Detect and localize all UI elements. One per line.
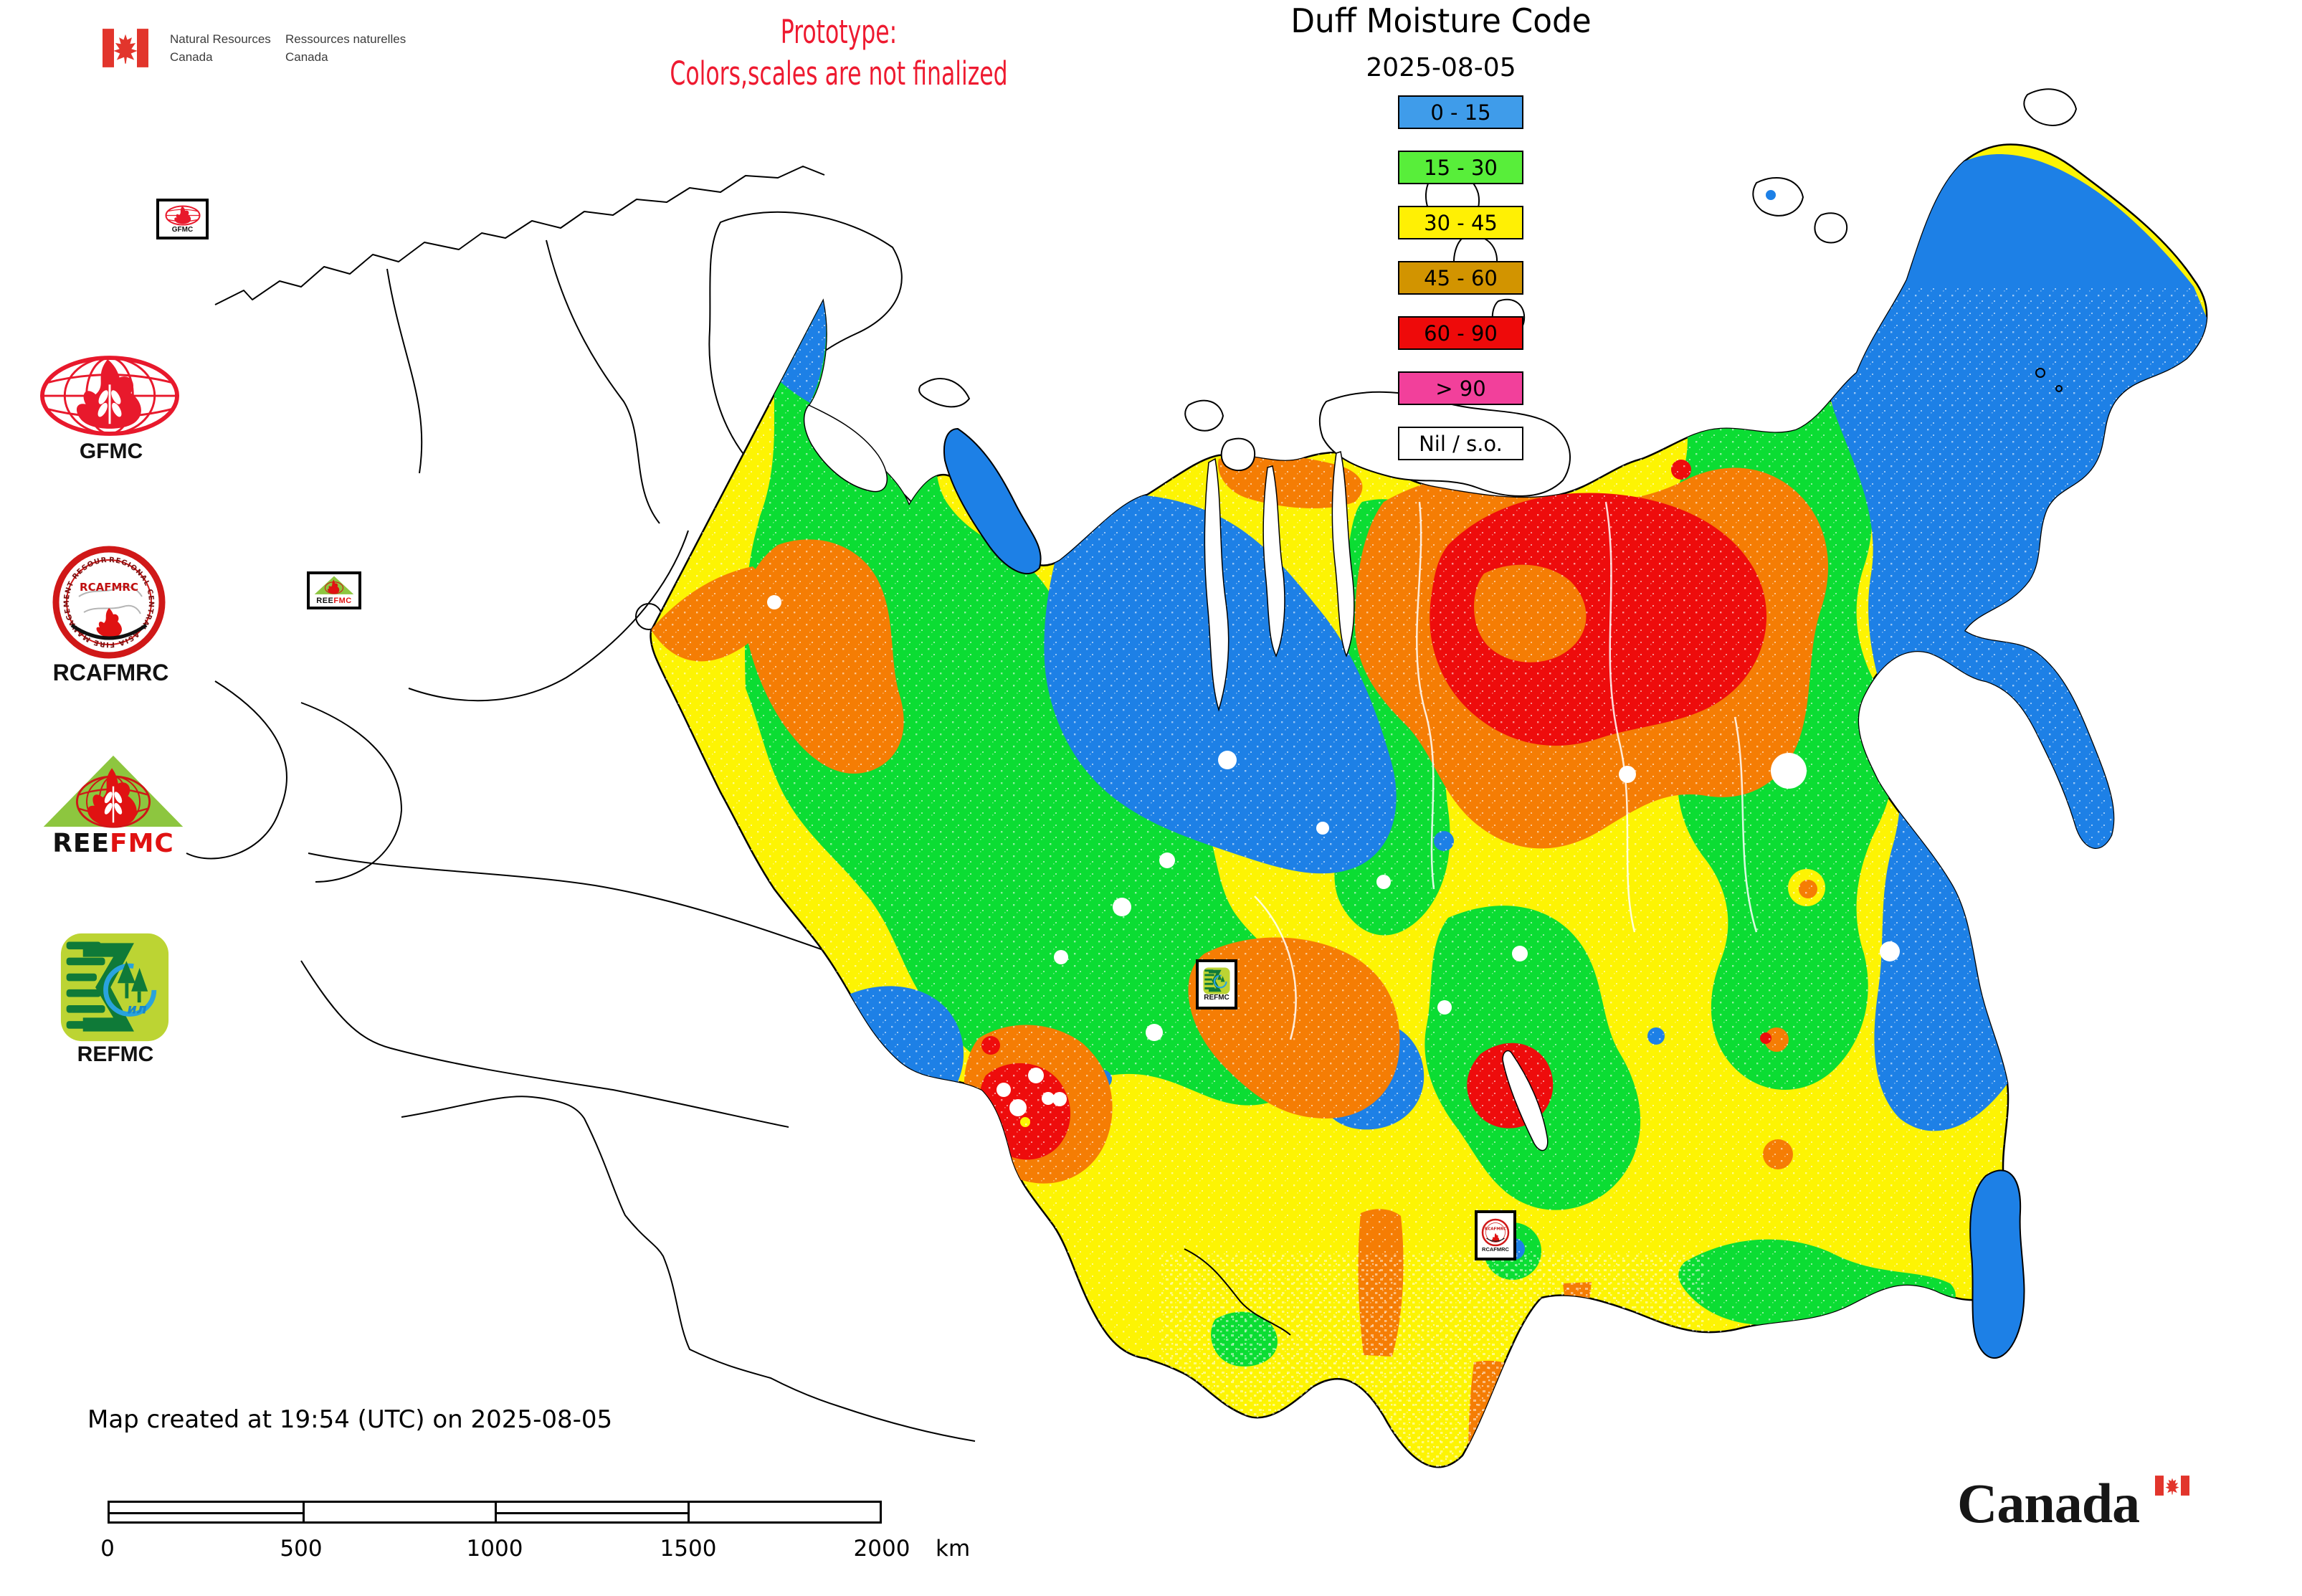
legend-label: Nil / s.o. xyxy=(1419,431,1503,456)
legend-label: 30 - 45 xyxy=(1424,210,1498,235)
refmc-marker-label: REFMC xyxy=(1204,994,1230,1002)
rcafmrc-logo-icon: REGIONAL CENTRAL ASIA FIRE MANAGEMENT RE… xyxy=(52,545,166,659)
legend-label: 0 - 15 xyxy=(1430,100,1491,125)
scale-bar-segment xyxy=(495,1503,688,1521)
scalebar-tick: 500 xyxy=(280,1536,323,1562)
scale-bar-segment xyxy=(687,1503,880,1521)
legend-item: > 90 xyxy=(1398,371,1523,405)
legend-item: 15 - 30 xyxy=(1398,151,1523,184)
dept-en-line2: Canada xyxy=(170,50,213,64)
dept-fr-line1: Ressources naturelles xyxy=(285,32,406,46)
dept-fr-line2: Canada xyxy=(285,50,328,64)
legend-label: 60 - 90 xyxy=(1424,320,1498,346)
legend: 0 - 15 15 - 30 30 - 45 45 - 60 60 - 90 > 90 Ni… xyxy=(1398,95,1523,482)
reefmc-marker-red: FMC xyxy=(333,597,352,605)
scalebar-labels: km 0 500 1000 1500 2000 xyxy=(100,1536,1040,1564)
scale-bar-segment xyxy=(110,1503,303,1521)
dept-en-line1: Natural Resources xyxy=(170,32,271,46)
legend-item: 30 - 45 xyxy=(1398,206,1523,239)
legend-label: 45 - 60 xyxy=(1424,265,1498,290)
reefmc-marker-label: REEFMC xyxy=(316,597,351,605)
rcafmrc-marker-icon: RCAFMRC xyxy=(1481,1219,1510,1247)
prototype-notice-line2: Colors,scales are not finalized xyxy=(670,54,1008,92)
nil-water-features xyxy=(767,391,2065,1151)
legend-item: Nil / s.o. xyxy=(1398,427,1523,460)
created-timestamp: Map created at 19:54 (UTC) on 2025-08-05 xyxy=(87,1405,613,1434)
scale-bar-segment xyxy=(302,1503,495,1521)
svg-text:REEFMC: REEFMC xyxy=(52,829,174,858)
map-marker-refmc: REFMC xyxy=(1196,959,1237,1010)
canada-wordmark: Canada xyxy=(1957,1471,2201,1550)
legend-label: > 90 xyxy=(1435,376,1486,401)
map-marker-rcafmrc: RCAFMRC RCAFMRC xyxy=(1475,1210,1516,1260)
svg-text:RCAFMRC: RCAFMRC xyxy=(1485,1227,1506,1232)
scalebar-unit: km xyxy=(936,1536,971,1562)
refmc-badge-text: ил xyxy=(127,1001,147,1017)
gfmc-logo-icon xyxy=(39,356,180,436)
rcafmrc-label: RCAFMRC xyxy=(52,660,169,685)
reefmc-wordmark-black: REE xyxy=(52,829,110,858)
dept-name-en: Natural Resources Canada xyxy=(170,30,271,66)
reefmc-logo-icon: REEFMC xyxy=(43,755,184,858)
scalebar-tick: 1500 xyxy=(660,1536,717,1562)
scale-bar xyxy=(108,1501,882,1524)
legend-item: 45 - 60 xyxy=(1398,261,1523,295)
canada-wordmark-flag-icon xyxy=(2155,1476,2189,1496)
map-marker-reefmc: REEFMC xyxy=(307,571,361,609)
reefmc-marker-black: REE xyxy=(316,597,334,605)
map-marker-gfmc: GFMC xyxy=(156,199,209,239)
canada-flag-icon xyxy=(103,29,148,67)
refmc-logo-icon: ил xyxy=(60,933,169,1042)
legend-item: 60 - 90 xyxy=(1398,316,1523,350)
refmc-marker-icon xyxy=(1203,967,1230,994)
gfmc-label: GFMC xyxy=(79,440,143,463)
reefmc-wordmark-red: FMC xyxy=(110,829,174,858)
logo-gfmc: GFMC xyxy=(39,355,183,464)
legend-label: 15 - 30 xyxy=(1424,155,1498,180)
scalebar-tick: 2000 xyxy=(853,1536,910,1562)
logo-rcafmrc: REGIONAL CENTRAL ASIA FIRE MANAGEMENT RE… xyxy=(52,545,170,686)
refmc-label: REFMC xyxy=(77,1042,154,1066)
canada-wordmark-text: Canada xyxy=(1957,1472,2140,1534)
page-title: Duff Moisture Code xyxy=(1290,1,1592,40)
logo-refmc: ил REFMC xyxy=(60,932,171,1067)
logo-reefmc: REEFMC xyxy=(39,753,187,858)
dept-name-fr: Ressources naturelles Canada xyxy=(285,30,406,66)
map-date: 2025-08-05 xyxy=(1366,53,1516,82)
scalebar-tick: 1000 xyxy=(466,1536,523,1562)
prototype-notice: Prototype: Colors,scales are not finaliz… xyxy=(648,11,1029,94)
legend-item: 0 - 15 xyxy=(1398,95,1523,129)
rcafmrc-badge-text: RCAFMRC xyxy=(80,581,138,594)
gfmc-marker-label: GFMC xyxy=(171,225,194,234)
scalebar-tick: 0 xyxy=(100,1536,115,1562)
rcafmrc-marker-label: RCAFMRC xyxy=(1482,1246,1509,1253)
prototype-notice-line1: Prototype: xyxy=(780,13,898,51)
reefmc-marker-icon xyxy=(314,576,354,594)
gfmc-marker-icon xyxy=(165,205,200,225)
